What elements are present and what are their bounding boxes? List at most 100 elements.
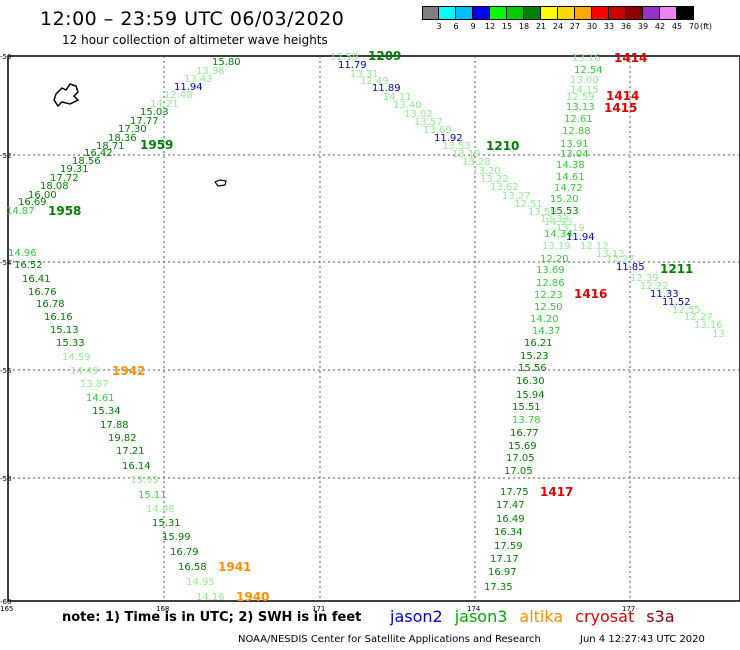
- wave-height-reading: 13.12: [596, 249, 625, 260]
- color-scale-label: 27: [569, 22, 581, 31]
- wave-height-reading: 12.59: [566, 92, 595, 103]
- map-frame: [7, 55, 740, 602]
- color-scale-label: 3: [436, 22, 442, 31]
- color-swatch: [626, 6, 643, 20]
- latitude-tick-label: -58: [0, 475, 11, 483]
- wave-height-reading: 15.20: [550, 194, 579, 205]
- wave-height-reading: 13.93: [130, 475, 159, 486]
- pass-time-label: 1414: [606, 89, 639, 103]
- wave-height-reading: 12.59: [330, 52, 359, 63]
- wave-height-reading: 16.21: [524, 338, 553, 349]
- wave-height-reading: 14.11: [383, 92, 412, 103]
- wave-height-reading: 13.87: [80, 379, 109, 390]
- wave-height-reading: 13.98: [196, 66, 225, 77]
- map-title: 12:00 – 23:59 UTC 06/03/2020: [40, 8, 345, 30]
- wave-height-reading: 16.79: [170, 547, 199, 558]
- color-swatch: [575, 6, 592, 20]
- wave-height-reading: 11.92: [434, 133, 463, 144]
- mission-jason2: jason2: [390, 607, 443, 626]
- auckland-islands-outline: [53, 83, 80, 108]
- wave-height-reading: 12.48: [164, 90, 193, 101]
- wave-height-reading: 14.20: [530, 314, 559, 325]
- pass-time-label: 1414: [614, 51, 647, 65]
- wave-height-reading: 14.49: [70, 366, 99, 377]
- wave-height-reading: 15.13: [50, 325, 79, 336]
- wave-height-reading: 15.99: [162, 532, 191, 543]
- wave-height-reading: 16.76: [28, 287, 57, 298]
- mission-cryosat: cryosat: [575, 607, 635, 626]
- wave-height-reading: 13.69: [423, 125, 452, 136]
- latitude-tick-label: -60: [0, 598, 11, 606]
- wave-height-reading: 16.77: [510, 428, 539, 439]
- color-scale-label: 12: [484, 22, 496, 31]
- wave-height-reading: 16.78: [36, 299, 65, 310]
- wave-height-reading: 15.11: [138, 490, 167, 501]
- wave-height-reading: 11.85: [616, 262, 645, 273]
- wave-height-reading: 13.33: [540, 214, 569, 225]
- wave-height-reading: 13.43: [184, 74, 213, 85]
- pass-time-label: 1416: [574, 287, 607, 301]
- wave-height-reading: 11.89: [372, 83, 401, 94]
- longitude-tick-label: 171: [312, 605, 325, 613]
- wave-height-reading: 11.79: [338, 60, 367, 71]
- wave-height-reading: 18.08: [40, 181, 69, 192]
- credit-footer: NOAA/NESDIS Center for Satellite Applica…: [238, 634, 541, 645]
- mission-legend: jason2 jason3 altika cryosat s3a: [390, 607, 687, 626]
- unit-label: (ft): [699, 22, 713, 31]
- wave-height-reading: 18.36: [108, 133, 137, 144]
- wave-height-reading: 12.22: [640, 281, 669, 292]
- wave-height-reading: 15.51: [512, 402, 541, 413]
- color-scale-label: 70: [688, 22, 700, 31]
- wave-height-reading: 19.82: [108, 433, 137, 444]
- wave-height-reading: 14.37: [532, 326, 561, 337]
- pass-time-label: 1415: [604, 101, 637, 115]
- mission-s3a: s3a: [646, 607, 675, 626]
- wave-height-reading: 16.30: [516, 376, 545, 387]
- wave-height-reading: 15.69: [508, 441, 537, 452]
- wave-height-reading: 15.34: [92, 406, 121, 417]
- wave-height-reading: 13.40: [393, 100, 422, 111]
- pass-time-label: 1211: [660, 262, 693, 276]
- wave-height-reading: 14.61: [556, 172, 585, 183]
- wave-height-reading: 11.33: [650, 289, 679, 300]
- wave-height-reading: 11.94: [566, 232, 595, 243]
- color-scale-label: 15: [501, 22, 513, 31]
- color-swatch: [541, 6, 558, 20]
- color-scale-label: 18: [518, 22, 530, 31]
- color-swatch: [592, 6, 609, 20]
- wave-height-reading: 17.17: [490, 554, 519, 565]
- wave-height-reading: 16.52: [14, 260, 43, 271]
- wave-height-reading: 13.78: [512, 415, 541, 426]
- wave-height-reading: 14.59: [62, 352, 91, 363]
- wave-height-reading: 14.72: [554, 183, 583, 194]
- wave-height-reading: 17.47: [496, 500, 525, 511]
- wave-height-reading: 12.88: [562, 126, 591, 137]
- color-swatch: [609, 6, 626, 20]
- wave-height-reading: 14.21: [150, 99, 179, 110]
- units-note: note: 1) Time is in UTC; 2) SWH is in fe…: [62, 610, 362, 625]
- wave-height-reading: 17.75: [500, 487, 529, 498]
- wave-height-reading: 12.39: [630, 273, 659, 284]
- wave-height-reading: 14.15: [570, 85, 599, 96]
- wave-height-reading: 11.52: [662, 297, 691, 308]
- color-scale-legend: 3 6 9 12 15 18 21 24 27 30 33 36 39 42 45 70 (ft): [422, 6, 712, 36]
- wave-height-reading: 13.91: [560, 139, 589, 150]
- color-scale-label: 33: [603, 22, 615, 31]
- wave-height-reading: 12.27: [606, 254, 635, 265]
- wave-height-reading: 17.05: [504, 466, 533, 477]
- wave-height-reading: 16.00: [28, 190, 57, 201]
- wave-height-reading: 12.86: [536, 278, 565, 289]
- map-subtitle: 12 hour collection of altimeter wave hei…: [62, 33, 328, 47]
- wave-height-reading: 14.16: [196, 592, 225, 603]
- wave-height-reading: 16.97: [488, 567, 517, 578]
- wave-height-reading: 13.62: [490, 182, 519, 193]
- wave-height-reading: 13.: [712, 329, 728, 340]
- wave-height-reading: 14.38: [556, 160, 585, 171]
- wave-height-reading: 13.31: [350, 69, 379, 80]
- wave-height-reading: 12.61: [564, 114, 593, 125]
- pass-time-label: 1958: [48, 204, 81, 218]
- wave-height-reading: 12.50: [534, 302, 563, 313]
- color-swatch: [473, 6, 490, 20]
- wave-height-reading: 17.77: [130, 116, 159, 127]
- wave-height-reading: 13.19: [452, 149, 481, 160]
